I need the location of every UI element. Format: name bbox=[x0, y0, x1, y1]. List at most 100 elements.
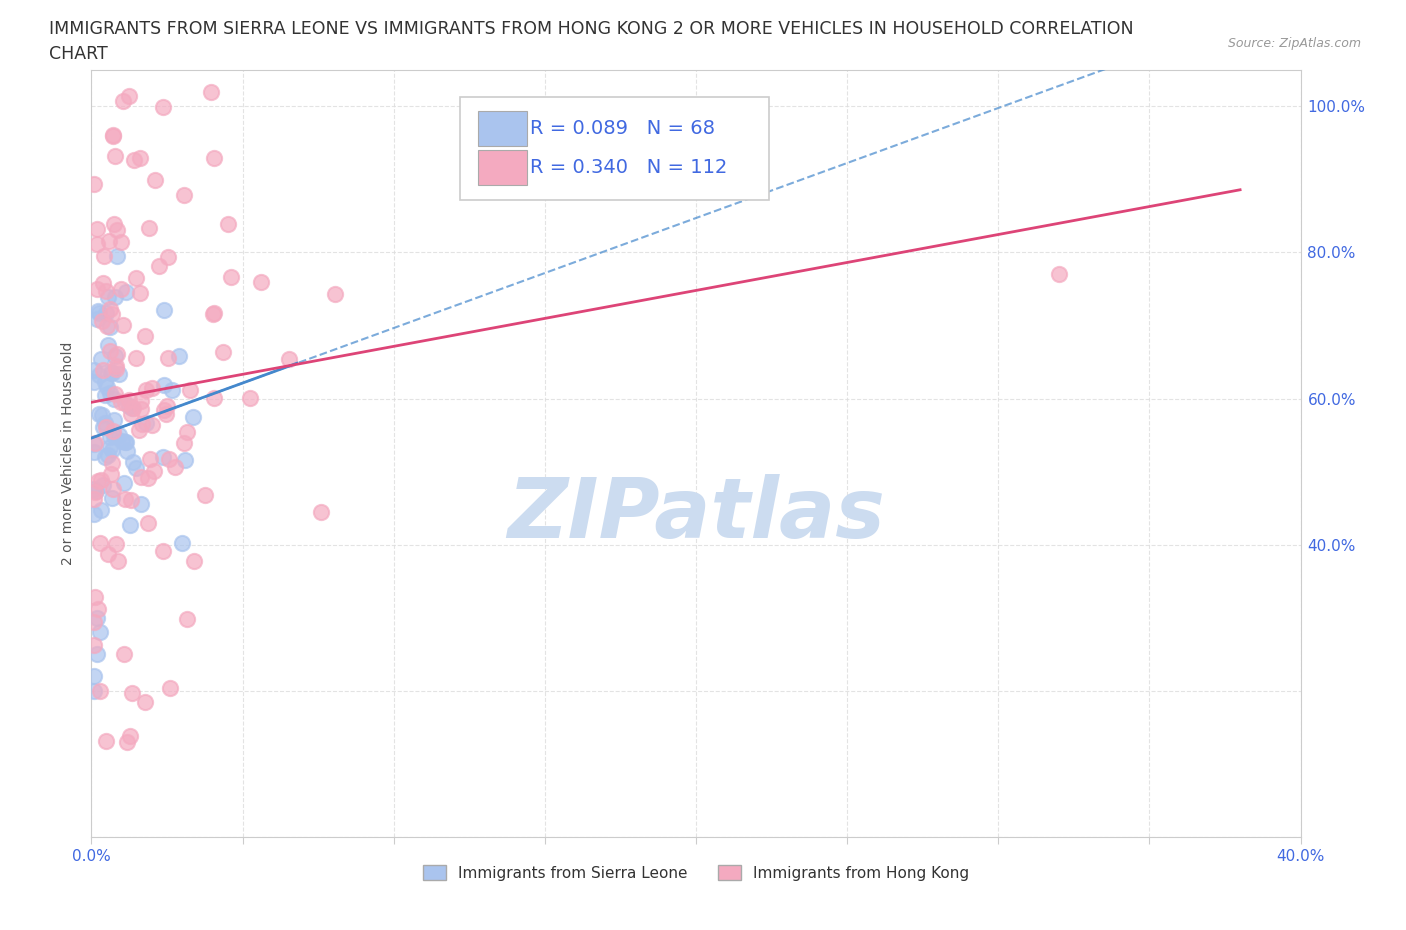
Point bbox=[93, 249, 115, 264]
Point bbox=[112, 476, 135, 491]
Point bbox=[135, 382, 157, 397]
Text: ZIPatlas: ZIPatlas bbox=[508, 474, 884, 555]
Point bbox=[83, 638, 105, 653]
Point bbox=[103, 428, 125, 443]
Point bbox=[98, 386, 121, 401]
Point bbox=[104, 387, 127, 402]
Point bbox=[83, 363, 105, 378]
Y-axis label: 2 or more Vehicles in Household: 2 or more Vehicles in Household bbox=[62, 341, 76, 565]
Point bbox=[124, 460, 146, 475]
Point bbox=[104, 537, 127, 551]
Point bbox=[94, 419, 117, 434]
Point bbox=[89, 406, 111, 421]
Point bbox=[98, 301, 121, 316]
Point bbox=[107, 366, 129, 381]
Point bbox=[89, 684, 111, 698]
Point bbox=[101, 306, 124, 321]
Point bbox=[98, 439, 121, 454]
Point bbox=[105, 222, 128, 237]
Point bbox=[97, 547, 120, 562]
Point bbox=[101, 129, 124, 144]
Point bbox=[135, 416, 157, 431]
Point bbox=[120, 729, 142, 744]
Point bbox=[120, 407, 142, 422]
Point bbox=[91, 363, 114, 378]
Point bbox=[194, 487, 217, 502]
Point bbox=[104, 349, 127, 364]
Point bbox=[94, 416, 117, 431]
Point bbox=[202, 150, 225, 165]
Point bbox=[83, 445, 105, 459]
Point bbox=[101, 365, 124, 380]
Point bbox=[118, 393, 141, 408]
Point bbox=[141, 381, 163, 396]
Point bbox=[129, 497, 152, 512]
Point bbox=[97, 448, 120, 463]
Point bbox=[83, 375, 105, 390]
FancyBboxPatch shape bbox=[478, 112, 527, 147]
Text: R = 0.340   N = 112: R = 0.340 N = 112 bbox=[530, 158, 728, 177]
Point bbox=[91, 313, 114, 328]
Point bbox=[176, 424, 198, 439]
Point bbox=[143, 463, 166, 478]
Point bbox=[134, 694, 156, 709]
Point bbox=[200, 85, 222, 100]
Point bbox=[217, 217, 239, 232]
Point bbox=[162, 382, 184, 397]
Point bbox=[91, 477, 114, 492]
Point bbox=[89, 625, 111, 640]
Point bbox=[125, 271, 148, 286]
Point bbox=[98, 430, 121, 445]
Point bbox=[83, 615, 105, 630]
Point bbox=[83, 437, 105, 452]
Point bbox=[152, 100, 174, 114]
Point bbox=[104, 359, 127, 374]
Point bbox=[103, 392, 125, 406]
Point bbox=[134, 329, 156, 344]
Point bbox=[104, 289, 127, 304]
Point bbox=[84, 484, 107, 498]
Point bbox=[93, 449, 115, 464]
Point bbox=[114, 434, 136, 449]
Point bbox=[89, 535, 111, 550]
Point bbox=[165, 459, 187, 474]
Point bbox=[86, 610, 108, 625]
Point bbox=[170, 536, 193, 551]
Point bbox=[103, 217, 125, 232]
Point bbox=[173, 436, 195, 451]
Point bbox=[239, 391, 262, 405]
Point bbox=[156, 249, 179, 264]
Point bbox=[118, 399, 141, 414]
Point bbox=[91, 419, 114, 434]
Point bbox=[100, 320, 122, 335]
Point bbox=[201, 307, 224, 322]
Point bbox=[156, 399, 179, 414]
Point bbox=[111, 434, 134, 449]
Point bbox=[181, 410, 204, 425]
Point bbox=[103, 412, 125, 427]
Point bbox=[90, 472, 112, 487]
Point bbox=[86, 282, 108, 297]
Point bbox=[101, 423, 124, 438]
Point bbox=[249, 275, 271, 290]
Point bbox=[100, 456, 122, 471]
Point bbox=[83, 177, 105, 192]
Point bbox=[98, 343, 121, 358]
Point bbox=[131, 417, 153, 432]
Point bbox=[211, 345, 233, 360]
Point bbox=[108, 428, 131, 443]
Point bbox=[148, 259, 170, 273]
Point bbox=[157, 452, 180, 467]
Point bbox=[121, 685, 143, 700]
Point bbox=[83, 669, 105, 684]
Point bbox=[83, 590, 105, 604]
Point bbox=[136, 471, 159, 485]
Point bbox=[153, 378, 176, 392]
Point bbox=[104, 149, 127, 164]
Legend: Immigrants from Sierra Leone, Immigrants from Hong Kong: Immigrants from Sierra Leone, Immigrants… bbox=[416, 858, 976, 887]
Point bbox=[219, 270, 242, 285]
Point bbox=[105, 248, 128, 263]
Point bbox=[155, 407, 177, 422]
Point bbox=[86, 222, 108, 237]
Point bbox=[97, 289, 120, 304]
